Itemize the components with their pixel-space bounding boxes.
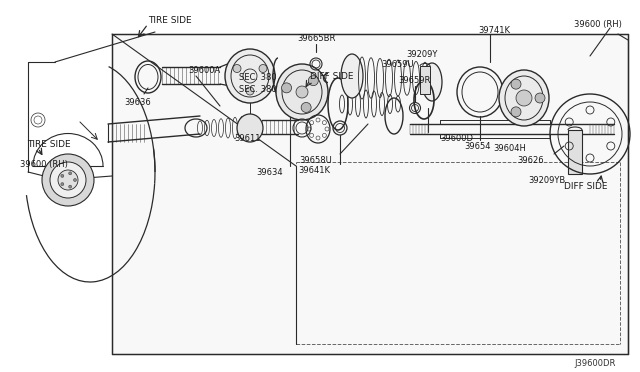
Circle shape [535,93,545,103]
Circle shape [301,102,311,112]
Text: 39641K: 39641K [298,166,330,174]
Circle shape [61,174,64,177]
Text: 39600D: 39600D [440,134,473,142]
Text: 39600 (RH): 39600 (RH) [20,160,68,169]
Text: 39611: 39611 [235,134,261,142]
Text: 39604H: 39604H [493,144,527,153]
Text: J39600DR: J39600DR [575,359,616,369]
Text: 39659R: 39659R [398,76,430,84]
Circle shape [58,170,78,190]
Text: SEC. 380: SEC. 380 [239,73,277,81]
Bar [420,66,430,94]
Ellipse shape [237,114,263,142]
Ellipse shape [341,54,363,98]
Text: 39665BR: 39665BR [297,33,335,42]
Circle shape [511,107,521,117]
Text: 39658U: 39658U [300,155,332,164]
Text: 39636: 39636 [125,97,152,106]
Text: 39209YB: 39209YB [529,176,566,185]
Circle shape [282,83,292,93]
Text: 39626: 39626 [517,155,544,164]
Circle shape [68,172,72,175]
Circle shape [233,64,241,73]
Text: 39634: 39634 [257,167,284,176]
Text: 39600 (RH): 39600 (RH) [574,19,622,29]
Text: SEC. 380: SEC. 380 [239,84,277,93]
Ellipse shape [276,64,328,120]
Circle shape [68,185,72,188]
Circle shape [259,64,267,73]
Text: TIRE SIDE: TIRE SIDE [27,140,70,148]
Ellipse shape [225,49,275,103]
Text: 39654: 39654 [465,141,492,151]
Text: DIFF SIDE: DIFF SIDE [564,182,608,190]
Circle shape [74,179,77,182]
Circle shape [50,162,86,198]
Ellipse shape [422,63,442,101]
Text: DIFF SIDE: DIFF SIDE [310,71,353,80]
Circle shape [42,154,94,206]
Circle shape [61,183,64,186]
Circle shape [296,86,308,98]
Text: TIRE SIDE: TIRE SIDE [148,16,191,25]
Circle shape [246,87,254,95]
Bar [568,130,582,174]
Text: 39741K: 39741K [478,26,510,35]
Bar [112,34,628,354]
Text: 39209Y: 39209Y [406,49,438,58]
Circle shape [308,76,318,86]
Circle shape [516,90,532,106]
Ellipse shape [499,70,549,126]
Text: 39659U: 39659U [381,60,414,68]
Circle shape [511,79,521,89]
Text: 39600A: 39600A [188,65,220,74]
